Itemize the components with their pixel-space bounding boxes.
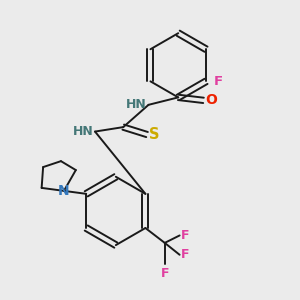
Text: F: F xyxy=(181,229,190,242)
Text: F: F xyxy=(214,75,223,88)
Text: N: N xyxy=(58,184,70,198)
Text: O: O xyxy=(205,93,217,107)
Text: F: F xyxy=(160,267,169,280)
Text: F: F xyxy=(181,248,190,261)
Text: HN: HN xyxy=(126,98,147,111)
Text: S: S xyxy=(149,127,160,142)
Text: HN: HN xyxy=(73,125,94,138)
